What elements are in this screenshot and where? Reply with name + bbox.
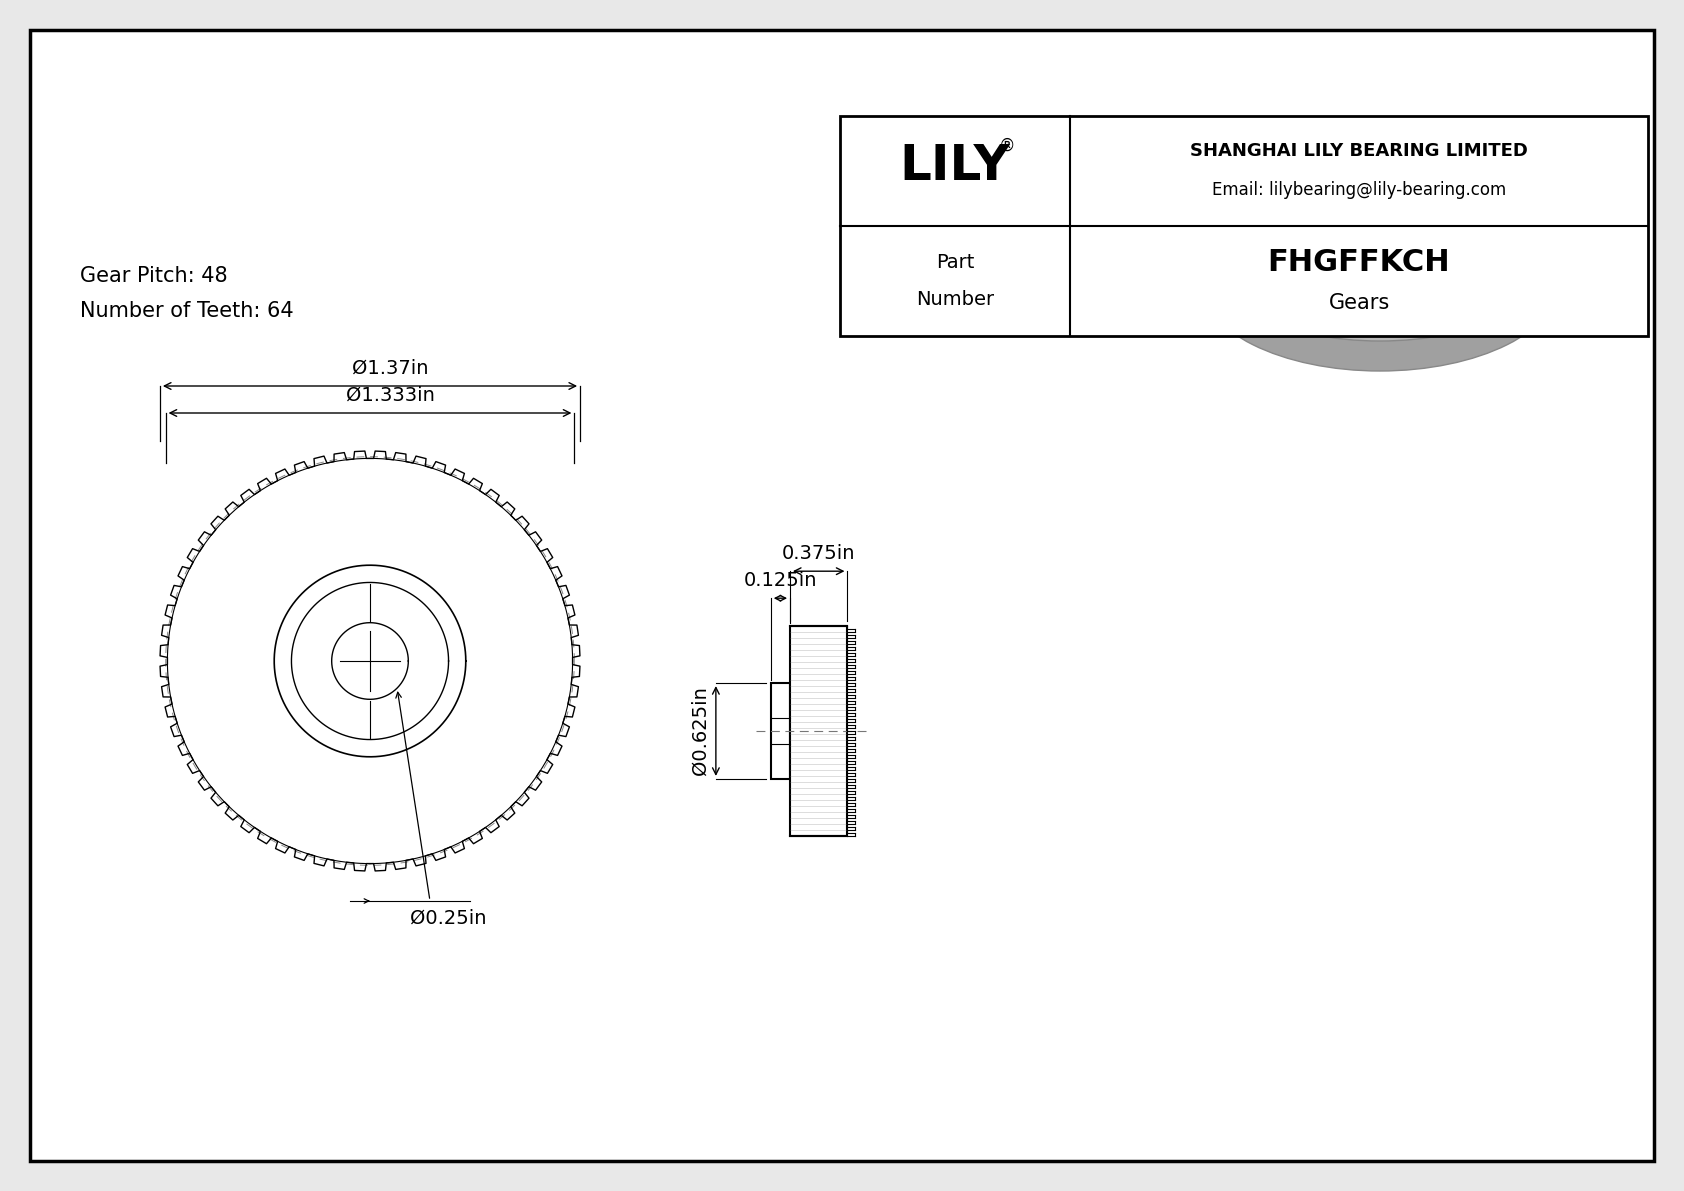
Polygon shape	[1553, 225, 1568, 233]
Ellipse shape	[1329, 235, 1431, 287]
Text: Ø1.333in: Ø1.333in	[345, 386, 434, 405]
Polygon shape	[1465, 168, 1482, 176]
Polygon shape	[1448, 163, 1465, 172]
Ellipse shape	[1364, 243, 1396, 258]
Polygon shape	[1556, 260, 1571, 268]
Text: Ø1.37in: Ø1.37in	[352, 358, 428, 378]
Polygon shape	[1559, 251, 1571, 260]
Polygon shape	[1546, 217, 1563, 225]
Polygon shape	[1398, 156, 1415, 163]
Text: Gears: Gears	[1329, 293, 1389, 313]
Polygon shape	[1529, 200, 1546, 208]
Text: Ø0.625in: Ø0.625in	[690, 686, 711, 775]
Polygon shape	[1519, 192, 1536, 201]
Polygon shape	[1556, 233, 1571, 242]
Polygon shape	[1224, 192, 1241, 201]
Polygon shape	[1507, 185, 1524, 194]
Polygon shape	[1362, 155, 1379, 162]
Text: LILY: LILY	[899, 142, 1010, 189]
Polygon shape	[1214, 200, 1231, 208]
Polygon shape	[1278, 168, 1295, 176]
Bar	[840, 116, 1649, 336]
Polygon shape	[1312, 160, 1327, 168]
Text: FHGFFKCH: FHGFFKCH	[1268, 248, 1450, 276]
Polygon shape	[1192, 225, 1207, 233]
Polygon shape	[1415, 157, 1433, 164]
Text: ®: ®	[999, 137, 1015, 155]
Text: Part: Part	[936, 252, 973, 272]
Text: 0.125in: 0.125in	[744, 572, 817, 591]
Polygon shape	[1329, 225, 1431, 261]
Text: 0.375in: 0.375in	[781, 544, 855, 563]
Polygon shape	[1327, 157, 1346, 164]
Polygon shape	[1346, 156, 1362, 163]
Polygon shape	[1494, 179, 1512, 187]
Polygon shape	[1189, 233, 1204, 242]
Polygon shape	[1433, 160, 1448, 168]
Ellipse shape	[1329, 225, 1431, 278]
Polygon shape	[1248, 179, 1266, 187]
Text: Gear Pitch: 48: Gear Pitch: 48	[81, 266, 227, 286]
Ellipse shape	[1201, 191, 1559, 372]
Bar	[790, 626, 847, 836]
Text: Number of Teeth: 64: Number of Teeth: 64	[81, 301, 293, 322]
Text: SHANGHAI LILY BEARING LIMITED: SHANGHAI LILY BEARING LIMITED	[1191, 142, 1527, 161]
Polygon shape	[1201, 161, 1559, 281]
Polygon shape	[1236, 185, 1253, 194]
Polygon shape	[1539, 208, 1554, 217]
Polygon shape	[1189, 260, 1204, 268]
Text: Email: lilybearing@lily-bearing.com: Email: lilybearing@lily-bearing.com	[1212, 181, 1505, 199]
Polygon shape	[1480, 173, 1497, 181]
Text: Number: Number	[916, 291, 994, 310]
Polygon shape	[1189, 242, 1201, 251]
Polygon shape	[1379, 155, 1398, 162]
Polygon shape	[1197, 217, 1214, 225]
Polygon shape	[1204, 208, 1221, 217]
Polygon shape	[1295, 163, 1312, 172]
Ellipse shape	[1201, 161, 1559, 341]
Polygon shape	[1559, 242, 1571, 251]
Polygon shape	[1189, 251, 1201, 260]
Text: Ø0.25in: Ø0.25in	[409, 909, 487, 928]
Polygon shape	[1263, 173, 1280, 181]
Bar	[771, 684, 790, 779]
